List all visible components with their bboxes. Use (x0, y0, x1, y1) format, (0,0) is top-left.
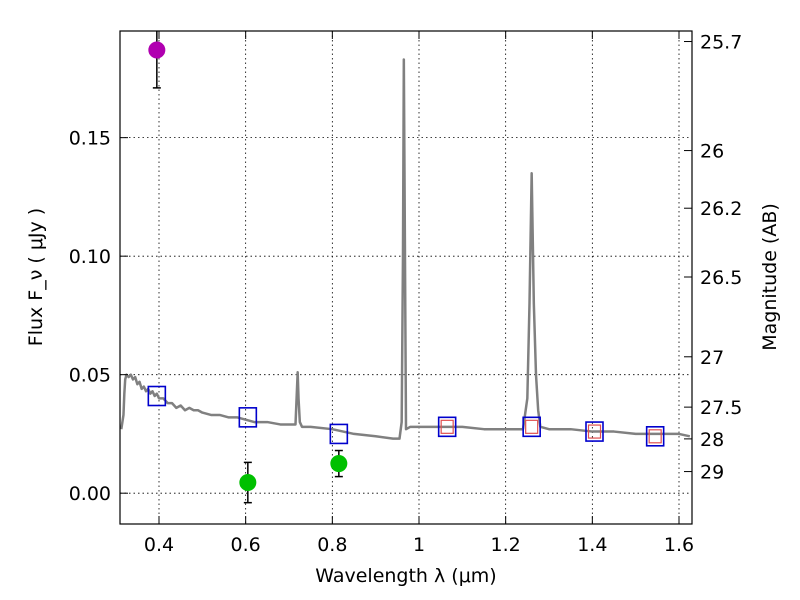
y-axis-label: Flux F_ν ( μJy ) (25, 208, 47, 346)
axes (119, 30, 693, 525)
x-tick-label: 1.2 (491, 534, 521, 556)
series-markers (147, 31, 665, 504)
model-photometry-square (585, 421, 604, 442)
observed-square (648, 429, 662, 444)
x-tick-label: 0.6 (231, 534, 261, 556)
detection-point (239, 474, 257, 492)
model-photometry-square (522, 416, 541, 438)
gridlines (120, 31, 692, 524)
model-photometry-square (147, 385, 167, 407)
x-tick-label: 1.4 (577, 534, 607, 556)
series-lines (120, 58, 691, 440)
right-tick-label: 28 (700, 429, 724, 451)
detection-point (330, 455, 348, 473)
sed-line (120, 58, 691, 440)
right-tick-label: 26 (700, 141, 724, 163)
model-photometry-square (238, 407, 258, 428)
y-tick-label: 0.05 (69, 365, 111, 387)
observed-square (440, 419, 454, 434)
x-tick-label: 0.4 (144, 534, 174, 556)
right-axis-label: Magnitude (AB) (759, 203, 781, 351)
x-tick-label: 0.8 (317, 534, 347, 556)
right-tick-label: 26.5 (700, 267, 742, 289)
right-tick-label: 26.2 (700, 198, 742, 220)
x-axis-label: Wavelength λ (μm) (315, 565, 496, 587)
y-tick-label: 0.00 (69, 483, 111, 505)
observed-square (525, 419, 539, 434)
y-tick-label: 0.15 (69, 128, 111, 150)
model-photometry-square (437, 416, 457, 438)
right-tick-label: 27 (700, 347, 724, 369)
right-tick-label: 25.7 (700, 32, 742, 54)
x-tick-label: 1.6 (664, 534, 694, 556)
x-tick-label: 1 (413, 534, 425, 556)
right-tick-label: 27.5 (700, 397, 742, 419)
model-photometry-square (645, 426, 665, 447)
observed-square (587, 424, 602, 439)
model-photometry-square (329, 423, 349, 445)
tick-labels: 0.4 0.6 0.8 1 1.2 1.4 1.6 0.00 0.05 0.10 0.15 25.7 2… (69, 32, 743, 556)
right-tick-label: 29 (700, 462, 724, 484)
detection-point (148, 41, 166, 59)
y-tick-label: 0.10 (69, 246, 111, 268)
